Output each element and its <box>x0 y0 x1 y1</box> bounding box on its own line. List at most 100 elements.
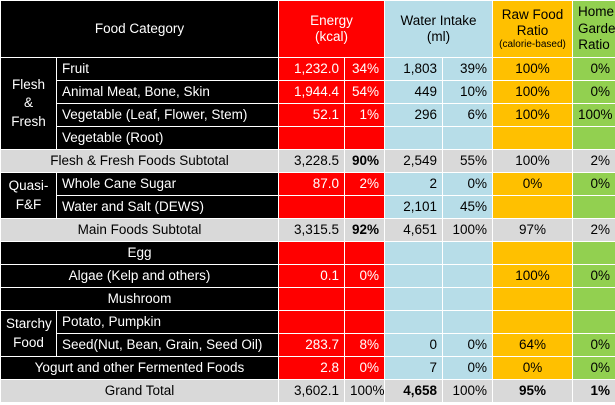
table-row: Water and Salt (DEWS) 2,101 45% <box>1 195 615 219</box>
energy-value <box>278 310 345 334</box>
energy-pct <box>344 241 385 265</box>
home-ratio: 0% <box>572 80 615 104</box>
table-row: Quasi- F&F Whole Cane Sugar 87.0 2% 2 0%… <box>0 172 615 219</box>
water-value: 4,658 <box>384 379 443 403</box>
group-starchy: Starchy Food <box>0 310 57 357</box>
home-ratio: 0% <box>572 264 615 288</box>
row-label: Potato, Pumpkin <box>56 310 279 334</box>
raw-ratio: 100% <box>492 103 573 127</box>
header-raw-food: Raw Food Ratio (calorie-based) <box>492 0 573 58</box>
energy-pct: 100% <box>344 379 385 403</box>
header-row: Food Category Energy (kcal) Water Intake… <box>0 0 615 58</box>
header-food-category: Food Category <box>0 0 279 58</box>
home-ratio: 0% <box>572 333 615 357</box>
row-label: Yogurt and other Fermented Foods <box>0 356 279 380</box>
water-value <box>384 264 443 288</box>
water-value: 2,101 <box>384 195 443 219</box>
table-row: Flesh & Fresh Fruit 1,232.0 34% 1,803 39… <box>0 57 615 150</box>
water-value: 296 <box>384 103 443 127</box>
raw-ratio: 0% <box>492 356 573 380</box>
energy-pct: 54% <box>344 80 385 104</box>
water-pct: 55% <box>442 149 493 173</box>
water-pct: 6% <box>442 103 493 127</box>
row-label: Fruit <box>56 57 279 81</box>
header-raw-ratio: Ratio <box>516 23 549 38</box>
header-water: Water Intake (ml) <box>384 0 493 58</box>
row-label: Vegetable (Leaf, Flower, Stem) <box>56 103 279 127</box>
raw-ratio: 100% <box>492 80 573 104</box>
raw-ratio <box>492 310 573 334</box>
header-raw-label: Raw Food <box>501 6 564 22</box>
raw-ratio: 64% <box>492 333 573 357</box>
energy-pct <box>344 126 385 150</box>
table-row: Yogurt and other Fermented Foods 2.8 0% … <box>0 356 615 380</box>
water-pct <box>442 287 493 311</box>
home-ratio: 1% <box>572 379 615 403</box>
water-value: 2,549 <box>384 149 443 173</box>
raw-ratio <box>492 126 573 150</box>
header-water-unit: (ml) <box>426 29 451 44</box>
energy-value: 1,944.4 <box>278 80 345 104</box>
energy-value: 52.1 <box>278 103 345 127</box>
header-energy-unit: (kcal) <box>315 29 348 44</box>
row-label: Grand Total <box>0 379 279 403</box>
energy-value: 3,228.5 <box>278 149 345 173</box>
home-ratio: 100% <box>572 103 615 127</box>
header-raw-basis: (calorie-based) <box>499 39 566 51</box>
home-ratio: 2% <box>572 218 615 242</box>
group-quasi: Quasi- F&F <box>0 172 57 219</box>
energy-pct: 0% <box>344 264 385 288</box>
energy-pct: 92% <box>344 218 385 242</box>
energy-pct: 8% <box>344 333 385 357</box>
row-label: Water and Salt (DEWS) <box>56 195 279 219</box>
header-water-label: Water Intake <box>400 13 477 29</box>
row-label: Seed(Nut, Bean, Grain, Seed Oil) <box>56 333 279 357</box>
table-row: Seed(Nut, Bean, Grain, Seed Oil) 283.7 8… <box>1 333 615 357</box>
energy-value: 3,315.5 <box>278 218 345 242</box>
water-value: 1,803 <box>384 57 443 81</box>
raw-ratio: 100% <box>492 149 573 173</box>
energy-pct <box>344 195 385 219</box>
home-ratio <box>572 126 615 150</box>
water-pct: 100% <box>442 379 493 403</box>
row-label: Whole Cane Sugar <box>56 172 279 196</box>
raw-ratio <box>492 241 573 265</box>
row-label: Animal Meat, Bone, Skin <box>56 80 279 104</box>
header-energy: Energy (kcal) <box>278 0 385 58</box>
water-pct <box>442 126 493 150</box>
water-pct: 10% <box>442 80 493 104</box>
home-ratio <box>572 310 615 334</box>
raw-ratio: 0% <box>492 172 573 196</box>
energy-value: 283.7 <box>278 333 345 357</box>
energy-value: 3,602.1 <box>278 379 345 403</box>
row-label: Egg <box>0 241 279 265</box>
water-value: 7 <box>384 356 443 380</box>
water-pct: 0% <box>442 356 493 380</box>
header-home-ratio: Ratio <box>578 37 610 53</box>
home-ratio <box>572 287 615 311</box>
raw-ratio: 100% <box>492 57 573 81</box>
water-pct: 0% <box>442 172 493 196</box>
water-pct <box>442 241 493 265</box>
water-pct <box>442 264 493 288</box>
energy-value <box>278 195 345 219</box>
water-value: 0 <box>384 333 443 357</box>
table-row: Starchy Food Potato, Pumpkin <box>0 310 615 357</box>
header-energy-label: Energy <box>310 13 353 29</box>
raw-ratio: 95% <box>492 379 573 403</box>
energy-pct <box>344 310 385 334</box>
row-label: Main Foods Subtotal <box>0 218 279 242</box>
row-label: Mushroom <box>0 287 279 311</box>
water-value <box>384 126 443 150</box>
water-value <box>384 241 443 265</box>
row-label: Vegetable (Root) <box>56 126 279 150</box>
energy-value: 87.0 <box>278 172 345 196</box>
table-row: Vegetable (Root) <box>1 126 615 150</box>
home-ratio: 0% <box>572 57 615 81</box>
energy-value: 1,232.0 <box>278 57 345 81</box>
energy-value: 2.8 <box>278 356 345 380</box>
home-ratio: 0% <box>572 172 615 196</box>
energy-value: 0.1 <box>278 264 345 288</box>
water-value <box>384 310 443 334</box>
raw-ratio: 100% <box>492 264 573 288</box>
